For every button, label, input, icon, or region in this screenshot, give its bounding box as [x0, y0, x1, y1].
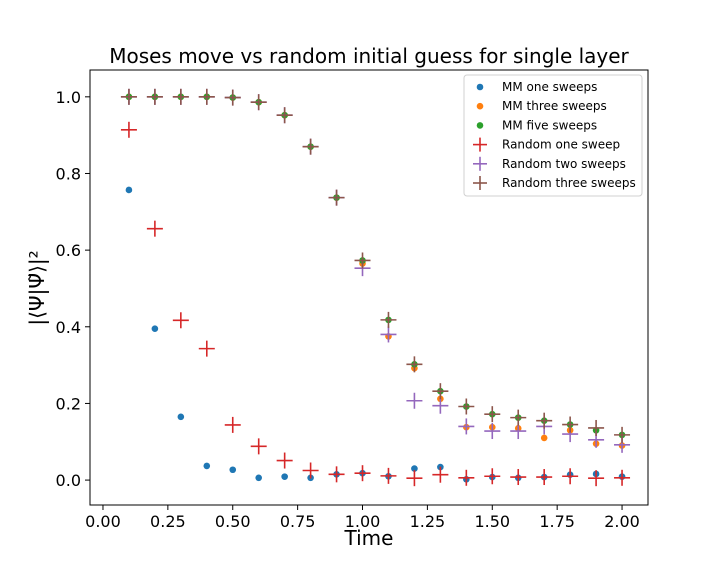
data-point: [203, 462, 211, 470]
series-0: [125, 186, 626, 483]
data-point: [614, 426, 631, 443]
data-point: [120, 121, 137, 138]
x-tick-label: 1.00: [345, 512, 381, 531]
data-point: [614, 469, 631, 486]
data-point: [406, 392, 423, 409]
series-3: [120, 121, 631, 487]
legend-label: Random two sweeps: [502, 157, 626, 171]
data-point: [458, 398, 475, 415]
series-layer: [120, 88, 631, 487]
legend-box: [463, 74, 643, 197]
y-tick-label: 0.6: [56, 241, 81, 260]
data-point: [536, 412, 553, 429]
data-point: [536, 469, 553, 486]
x-tick-label: 0.00: [85, 512, 121, 531]
legend-marker: [476, 102, 484, 110]
data-point: [484, 406, 501, 423]
y-tick-label: 0.2: [56, 394, 81, 413]
data-point: [380, 467, 397, 484]
data-point: [229, 466, 237, 474]
data-point: [458, 469, 475, 486]
data-point: [146, 88, 163, 105]
data-point: [172, 88, 189, 105]
data-point: [198, 88, 215, 105]
x-tick-label: 2.00: [604, 512, 640, 531]
data-point: [458, 418, 475, 435]
data-point: [354, 465, 371, 482]
data-point: [146, 220, 163, 237]
data-point: [125, 186, 133, 194]
y-tick-label: 0.0: [56, 471, 81, 490]
data-point: [562, 416, 579, 433]
legend-label: Random one sweep: [502, 138, 620, 152]
legend-marker: [473, 156, 487, 171]
x-axis: 0.00 0.25 0.50 0.75 1.00 1.25 1.50 1.75 2.00: [85, 505, 640, 531]
data-point: [432, 397, 449, 414]
data-point: [276, 452, 293, 469]
data-point: [302, 138, 319, 155]
plot-area: [89, 69, 649, 506]
data-point: [510, 423, 527, 440]
data-point: [510, 469, 527, 486]
y-tick-label: 0.8: [56, 164, 81, 183]
data-point: [354, 252, 371, 269]
y-tick-label: 1.0: [56, 88, 81, 107]
data-point: [380, 311, 397, 328]
x-tick-label: 1.75: [539, 512, 575, 531]
data-point: [255, 474, 262, 482]
data-point: [406, 470, 423, 487]
data-point: [151, 325, 159, 333]
data-point: [510, 409, 527, 426]
y-tick-label: 0.4: [56, 318, 81, 337]
data-point: [120, 88, 137, 105]
data-point: [562, 468, 579, 485]
x-tick-label: 1.25: [410, 512, 446, 531]
legend-label: MM one sweeps: [502, 80, 597, 94]
data-point: [484, 423, 501, 440]
data-point: [250, 438, 267, 455]
legend-marker: [476, 83, 484, 91]
data-point: [484, 468, 501, 485]
series-5: [120, 88, 631, 443]
legend-marker: [476, 122, 484, 129]
legend-marker: [473, 137, 487, 152]
data-point: [380, 326, 397, 343]
x-tick-label: 0.75: [280, 512, 316, 531]
data-point: [224, 89, 241, 106]
legend-label: Random three sweeps: [502, 176, 636, 190]
data-point: [250, 94, 267, 111]
data-point: [281, 473, 288, 480]
x-tick-label: 0.25: [150, 512, 186, 531]
data-point: [540, 434, 548, 442]
data-point: [406, 356, 423, 373]
data-point: [432, 383, 449, 400]
data-point: [198, 340, 215, 357]
legend: MM one sweeps MM three sweeps MM five swee…: [463, 74, 643, 197]
data-point: [432, 466, 449, 483]
data-point: [177, 413, 185, 421]
data-point: [276, 107, 293, 124]
legend-marker: [473, 176, 487, 190]
data-point: [328, 189, 345, 206]
data-point: [588, 419, 605, 436]
data-point: [411, 465, 418, 472]
data-point: [224, 416, 241, 433]
legend-label: MM three sweeps: [502, 99, 607, 113]
plot-frame: [89, 69, 649, 506]
x-tick-label: 1.50: [474, 512, 510, 531]
y-axis-label: |⟨Ψ|Ψ̃⟩|²: [25, 250, 49, 325]
data-point: [588, 470, 605, 487]
data-point: [172, 312, 189, 329]
chart-title: Moses move vs random initial guess for s…: [109, 44, 629, 68]
y-axis: 0.0 0.2 0.4 0.6 0.8 1.0: [56, 88, 90, 490]
x-axis-label: Time: [344, 526, 394, 550]
data-point: [328, 466, 345, 483]
data-point: [302, 462, 319, 479]
x-tick-label: 0.50: [215, 512, 251, 531]
legend-label: MM five sweeps: [502, 118, 597, 132]
